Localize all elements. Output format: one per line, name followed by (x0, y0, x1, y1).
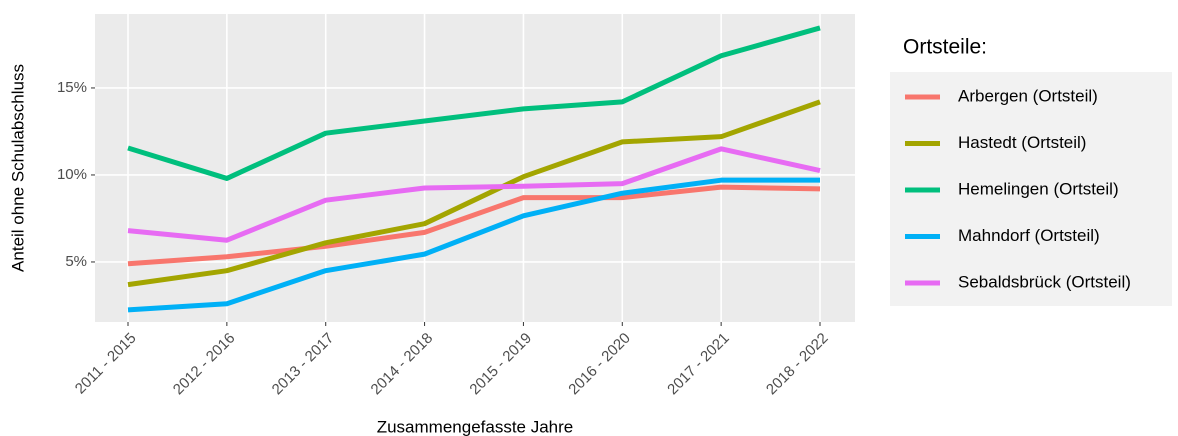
legend-label: Hastedt (Ortsteil) (958, 133, 1086, 152)
y-tick-label: 10% (57, 166, 87, 183)
x-tick-label: 2014 - 2018 (368, 330, 437, 399)
x-tick-label: 2017 - 2021 (664, 330, 733, 399)
x-tick-label: 2016 - 2020 (565, 330, 634, 399)
legend-title: Ortsteile: (903, 36, 987, 59)
y-axis-title: Anteil ohne Schulabschluss (8, 64, 27, 272)
legend-label: Hemelingen (Ortsteil) (958, 179, 1119, 198)
x-tick-label: 2018 - 2022 (763, 330, 832, 399)
x-tick-label: 2011 - 2015 (72, 330, 140, 398)
panel (95, 14, 855, 322)
legend-label: Arbergen (Ortsteil) (958, 86, 1098, 105)
x-tick-label: 2015 - 2019 (466, 330, 535, 399)
series-line (127, 146, 821, 243)
series-line (127, 25, 821, 181)
y-tick-label: 5% (65, 253, 87, 270)
x-tick-label: 2013 - 2017 (269, 330, 338, 399)
x-tick-label: 2012 - 2016 (170, 330, 239, 399)
legend-label: Mahndorf (Ortsteil) (958, 226, 1100, 245)
legend-label: Sebaldsbrück (Ortsteil) (958, 272, 1131, 291)
series-line (127, 99, 821, 288)
y-tick-label: 15% (57, 79, 87, 96)
series-line (127, 184, 821, 267)
series-line (127, 177, 820, 313)
x-axis-title: Zusammengefasste Jahre (377, 417, 574, 436)
